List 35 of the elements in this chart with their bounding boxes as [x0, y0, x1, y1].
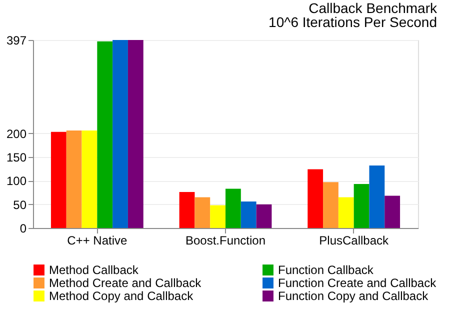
- x-tick-label: Boost.Function: [185, 234, 266, 248]
- bar: [323, 182, 338, 228]
- bar: [210, 205, 226, 228]
- bar: [384, 196, 400, 228]
- bar: [226, 188, 241, 228]
- legend-label: Method Callback: [49, 263, 140, 277]
- bar: [354, 184, 370, 228]
- y-tick-label: 397: [6, 34, 27, 48]
- bar: [240, 201, 256, 228]
- bar: [369, 165, 385, 228]
- bar: [82, 130, 98, 228]
- legend-label: Function Callback: [278, 263, 374, 277]
- bar: [308, 169, 324, 228]
- legend-label: Function Create and Callback: [278, 276, 438, 290]
- bar: [194, 197, 210, 228]
- legend-label: Method Copy and Callback: [49, 289, 194, 303]
- legend-label: Function Copy and Callback: [278, 289, 430, 303]
- x-tick-label: PlusCallback: [319, 234, 390, 248]
- bar: [338, 197, 354, 228]
- bar: [66, 130, 82, 228]
- bar: [128, 40, 144, 228]
- y-tick-label: 150: [6, 150, 27, 164]
- legend-label: Method Create and Callback: [49, 276, 202, 290]
- y-tick-label: 0: [20, 222, 27, 236]
- bar: [97, 41, 113, 228]
- chart-subtitle: 10^6 Iterations Per Second: [268, 14, 437, 30]
- x-tick-label: C++ Native: [67, 234, 128, 248]
- y-tick-label: 100: [6, 174, 27, 188]
- y-tick-label: 200: [6, 126, 27, 141]
- bar: [50, 132, 66, 228]
- bar: [179, 192, 195, 228]
- bar: [256, 204, 272, 228]
- bar: [112, 40, 128, 228]
- y-tick-label: 50: [13, 198, 27, 212]
- chart-title: Callback Benchmark: [308, 0, 438, 16]
